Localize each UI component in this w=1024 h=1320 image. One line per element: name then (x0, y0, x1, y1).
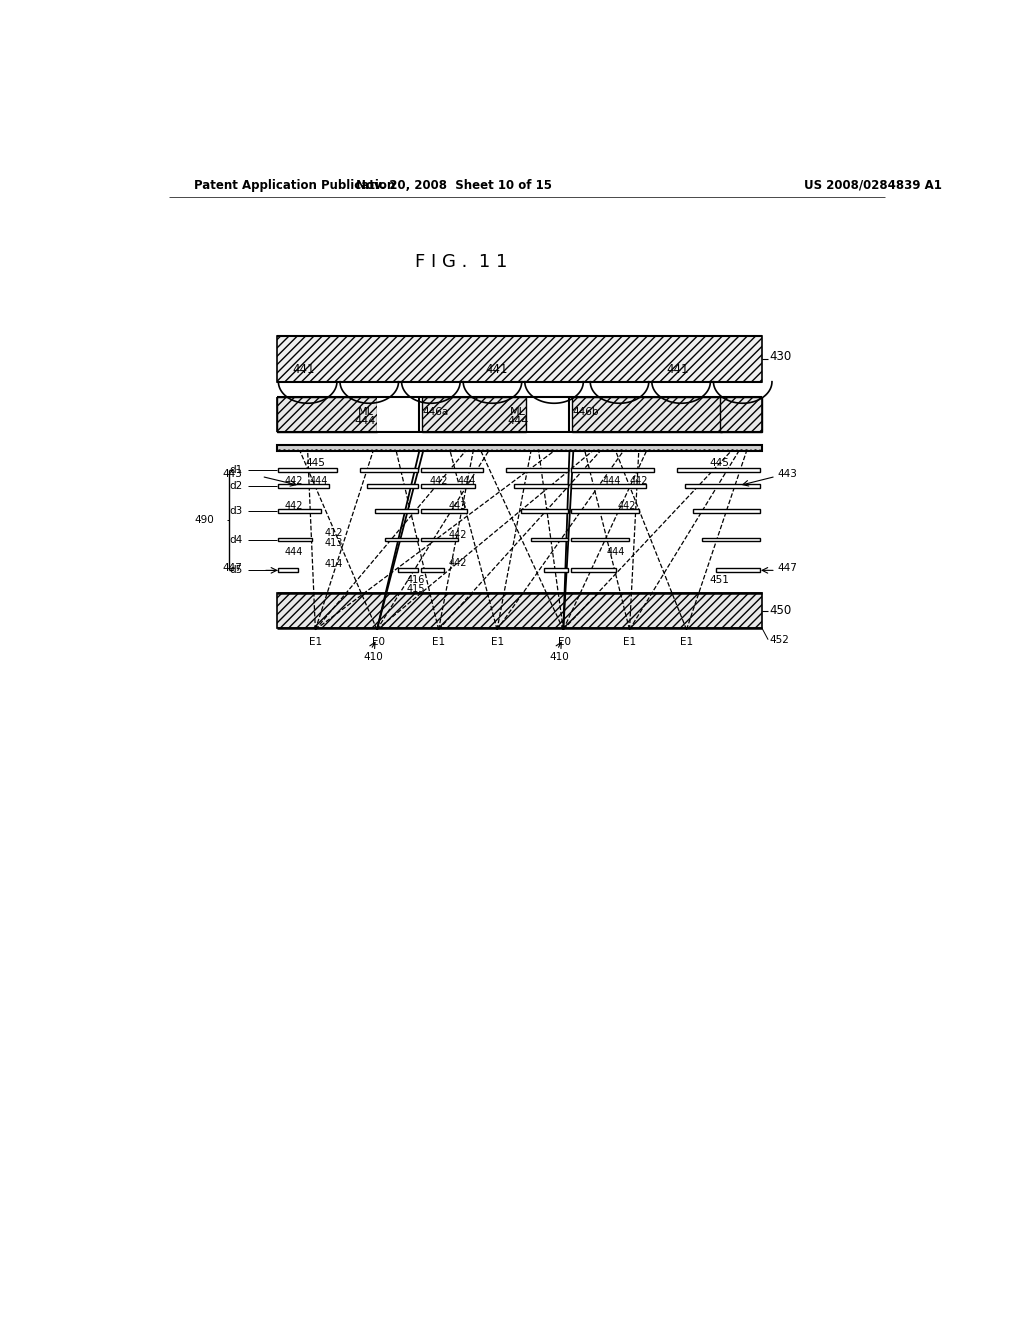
Text: E1: E1 (490, 638, 504, 647)
Text: 442: 442 (429, 477, 447, 486)
Bar (521, 510, 568, 513)
Bar (702, 537, 761, 541)
Bar (545, 569, 568, 573)
Bar (276, 445, 762, 451)
Bar (514, 483, 568, 487)
Bar (422, 397, 525, 432)
Text: E1: E1 (623, 638, 636, 647)
Text: 444: 444 (507, 416, 528, 426)
Text: 441: 441 (293, 363, 315, 376)
Bar (571, 469, 654, 473)
Bar (571, 537, 629, 541)
Bar (359, 469, 418, 473)
Text: E0: E0 (558, 638, 571, 647)
Bar (716, 569, 761, 573)
Text: E1: E1 (309, 638, 322, 647)
Text: 452: 452 (770, 635, 790, 644)
Text: ML: ML (357, 407, 374, 417)
Text: 447: 447 (777, 564, 798, 573)
Text: 444: 444 (602, 477, 621, 486)
Text: 412: 412 (325, 528, 343, 539)
Text: 490: 490 (194, 515, 214, 525)
Bar (368, 483, 418, 487)
Bar (720, 397, 762, 432)
Text: 445: 445 (710, 458, 729, 467)
Bar (531, 537, 568, 541)
Bar (421, 537, 458, 541)
Text: 410: 410 (364, 652, 383, 663)
Text: 446a: 446a (422, 407, 449, 417)
Bar (276, 397, 377, 432)
Bar (377, 397, 419, 432)
Bar (692, 510, 761, 513)
Text: 443: 443 (777, 469, 798, 479)
Text: 444: 444 (310, 477, 329, 486)
Text: E0: E0 (372, 638, 385, 647)
Text: d2: d2 (229, 480, 243, 491)
Text: 444: 444 (285, 546, 303, 557)
Text: Patent Application Publication: Patent Application Publication (194, 178, 395, 191)
Bar (375, 510, 418, 513)
Text: E1: E1 (680, 638, 693, 647)
Text: 442: 442 (449, 529, 467, 540)
Bar (421, 510, 467, 513)
Bar (276, 335, 762, 381)
Bar (571, 483, 646, 487)
Bar (385, 537, 418, 541)
Bar (685, 483, 761, 487)
Text: US 2008/0284839 A1: US 2008/0284839 A1 (804, 178, 942, 191)
Bar (571, 397, 722, 432)
Text: 444: 444 (458, 477, 476, 486)
Text: 430: 430 (770, 350, 792, 363)
Text: 442: 442 (285, 502, 303, 511)
Bar (571, 569, 615, 573)
Text: 416: 416 (407, 574, 425, 585)
Text: 415: 415 (407, 583, 425, 594)
Text: 444: 444 (354, 416, 376, 426)
Text: 451: 451 (710, 574, 729, 585)
Bar (279, 569, 298, 573)
Text: 442: 442 (449, 557, 467, 568)
Text: 450: 450 (770, 605, 792, 618)
Text: d5: d5 (229, 565, 243, 576)
Text: 442: 442 (617, 502, 637, 511)
Text: d1: d1 (229, 465, 243, 475)
Bar (677, 469, 761, 473)
Text: F I G .  1 1: F I G . 1 1 (416, 253, 508, 272)
Text: ML: ML (510, 407, 525, 417)
Text: 445: 445 (305, 458, 326, 467)
Text: 442: 442 (630, 477, 648, 486)
Text: 413: 413 (325, 539, 343, 548)
Text: Nov. 20, 2008  Sheet 10 of 15: Nov. 20, 2008 Sheet 10 of 15 (356, 178, 552, 191)
Bar (279, 469, 337, 473)
Bar (421, 483, 475, 487)
Bar (279, 537, 311, 541)
Bar (421, 569, 444, 573)
Text: 443: 443 (222, 469, 243, 479)
Text: d4: d4 (229, 535, 243, 545)
Bar (279, 483, 329, 487)
Bar (279, 510, 322, 513)
Text: 443: 443 (449, 502, 467, 511)
Text: 442: 442 (285, 477, 303, 486)
Text: 446b: 446b (572, 407, 599, 417)
Text: 444: 444 (606, 546, 625, 557)
Text: 441: 441 (666, 363, 688, 376)
Bar (398, 569, 418, 573)
Text: 447: 447 (222, 564, 243, 573)
Bar (276, 594, 762, 628)
Text: 410: 410 (550, 652, 569, 663)
Text: E1: E1 (432, 638, 445, 647)
Bar (421, 469, 483, 473)
Bar (506, 469, 568, 473)
Text: 414: 414 (325, 560, 343, 569)
Text: 441: 441 (485, 363, 508, 376)
Text: d3: d3 (229, 506, 243, 516)
Bar (571, 510, 639, 513)
